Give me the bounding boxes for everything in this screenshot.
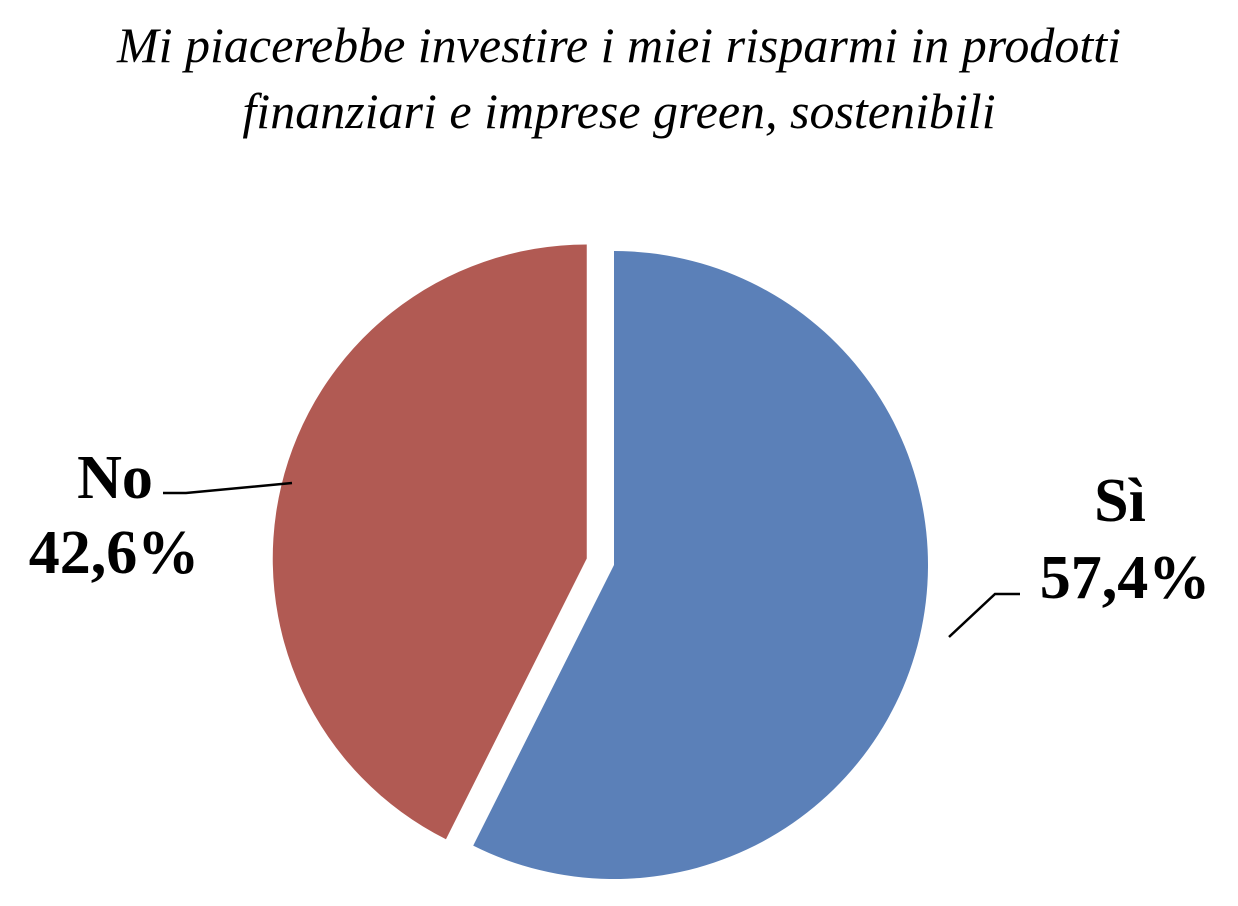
chart-title: Mi piacerebbe investire i miei risparmi …: [0, 12, 1238, 144]
slice-label-si: Sì: [1094, 467, 1146, 535]
pie-slice-no: [272, 244, 587, 840]
leader-line-no: [163, 481, 293, 495]
chart-title-line-2: finanziari e imprese green, sostenibili: [242, 83, 996, 139]
pie-slice-si: [473, 251, 929, 879]
leader-line-si: [948, 592, 1020, 638]
slice-label-no: No: [77, 444, 153, 512]
pie-labels: Sì 57,4% No 42,6%: [29, 444, 1211, 638]
slice-value-si: 57,4%: [1040, 544, 1211, 612]
pie-slices: [272, 244, 929, 879]
chart-title-line-1: Mi piacerebbe investire i miei risparmi …: [116, 17, 1122, 73]
slice-value-no: 42,6%: [29, 519, 200, 587]
